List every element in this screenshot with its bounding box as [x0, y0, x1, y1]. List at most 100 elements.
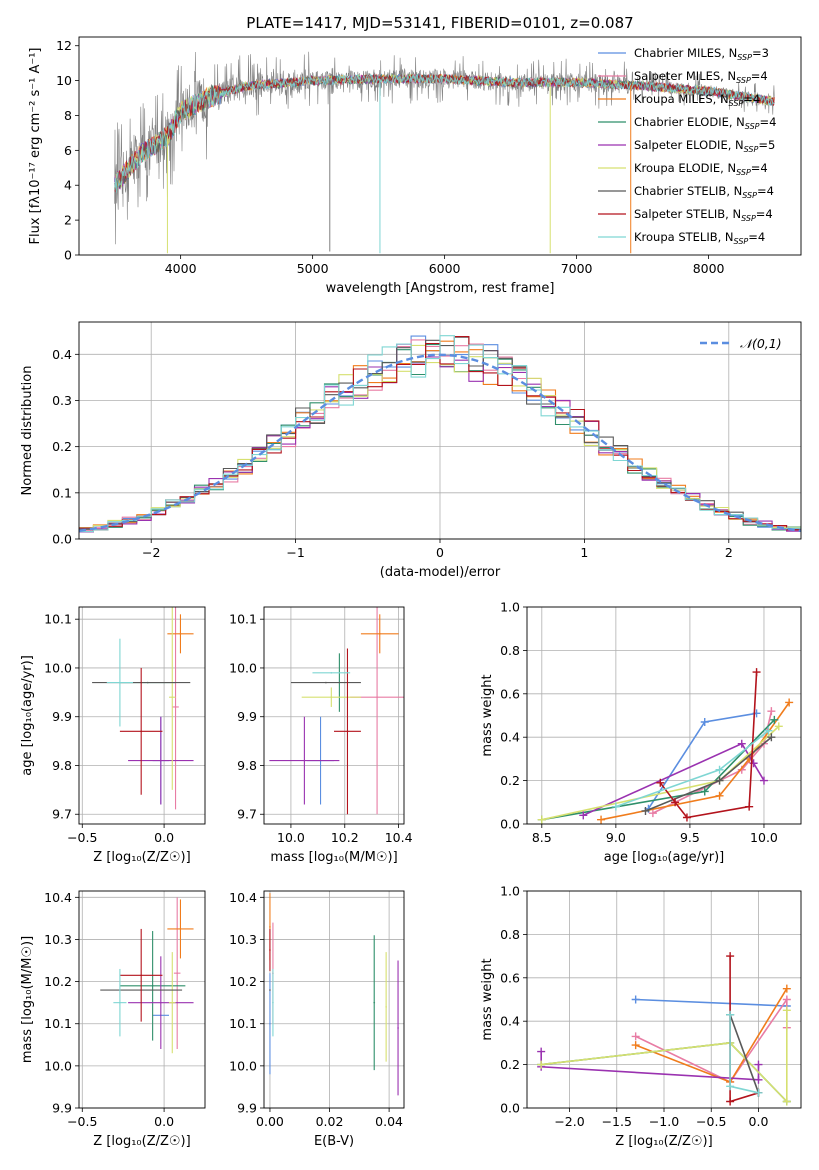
data-point	[269, 989, 271, 991]
y-tick-label: 0.4	[500, 730, 520, 745]
plus-marker	[745, 802, 754, 811]
axes-frame	[526, 890, 802, 1109]
chart-residual_hist: −2 −1 0 1 2 0.0 0.1 0.2 0.3 0.4 (data-model)/error…	[20, 321, 802, 580]
x-tick-label: 9.0	[606, 830, 626, 845]
plus-marker	[597, 815, 606, 824]
plus-marker	[537, 815, 546, 824]
data-point	[179, 928, 182, 930]
plot-area-mass_vs_Z	[100, 897, 194, 1054]
x-tick-label: −2	[142, 545, 160, 560]
plus-marker	[782, 995, 791, 1004]
x-axis-label: Z [log₁₀(Z/Z☉)]	[615, 1134, 712, 1149]
y-tick-label: 10.0	[44, 1058, 72, 1073]
series-line-chabrier-miles	[635, 998, 787, 1007]
plot-area-age_vs_Z	[92, 607, 194, 810]
legend-entry: Kroupa STELIB, NSSP=4	[634, 230, 765, 246]
legend-entry: Chabrier STELIB, NSSP=4	[634, 184, 774, 200]
data-point	[378, 633, 381, 635]
data-point	[272, 1001, 274, 1004]
data-point	[330, 696, 333, 699]
x-axis-label: mass [log₁₀(M/M☉)]	[270, 850, 397, 865]
plus-marker	[648, 809, 657, 818]
x-tick-label: 0.00	[256, 1114, 284, 1129]
x-tick-label: 8000	[693, 261, 725, 276]
y-axis-label: Normed distribution	[20, 366, 35, 496]
plus-marker	[537, 1047, 546, 1056]
axes-frame	[78, 36, 802, 256]
x-tick-label: 9.5	[680, 830, 700, 845]
y-tick-label: 10.2	[44, 974, 72, 989]
plus-marker	[641, 806, 650, 815]
y-tick-label: 0.2	[52, 439, 72, 454]
y-tick-label: 10.1	[229, 612, 257, 627]
plus-marker	[611, 802, 620, 811]
plus-marker	[631, 1032, 640, 1041]
x-tick-label: 1	[580, 545, 588, 560]
x-tick-label: 0	[436, 545, 444, 560]
x-tick-label: 8.5	[532, 830, 552, 845]
y-tick-label: 10.0	[44, 660, 72, 675]
plus-marker	[767, 733, 776, 742]
y-tick-label: 8	[64, 108, 72, 123]
x-tick-label: 10.2	[331, 830, 359, 845]
y-tick-label: 12	[56, 38, 72, 53]
chart-age_vs_mass: 10.0 10.2 10.4 9.7 9.8 9.9 10.0 10.1 mass [log₁₀…	[229, 606, 413, 865]
plus-marker	[631, 1041, 640, 1050]
plus-marker	[782, 984, 791, 993]
axes-frame	[78, 606, 206, 825]
y-axis-label: mass weight	[480, 674, 495, 756]
series-line-chabrier-stelib	[729, 1014, 760, 1094]
x-tick-label: 0.0	[154, 830, 174, 845]
y-tick-label: 10.4	[44, 890, 72, 905]
y-tick-label: 0.8	[500, 927, 520, 942]
x-tick-label: −0.5	[67, 830, 97, 845]
axes-frame	[78, 321, 802, 540]
plus-marker	[715, 791, 724, 800]
plus-marker	[671, 798, 680, 807]
data-point	[269, 1022, 271, 1025]
y-tick-label: 0.8	[500, 643, 520, 658]
y-tick-label: 2	[64, 213, 72, 228]
legend-entry: Salpeter ELODIE, NSSP=5	[634, 138, 775, 154]
x-tick-label: 4000	[165, 261, 197, 276]
x-tick-label: 0.04	[375, 1114, 403, 1129]
axes-frame	[263, 890, 405, 1109]
histogram-salpeter-elodie	[79, 343, 801, 533]
plus-marker	[726, 1082, 735, 1091]
plus-marker	[754, 1075, 763, 1084]
data-point	[160, 759, 162, 762]
data-point	[376, 696, 378, 699]
chart-mass_vs_EBV: 0.00 0.02 0.04 9.9 10.0 10.1 10.2 10.3 10.4 E(B-V…	[229, 890, 405, 1149]
plus-marker	[782, 1097, 791, 1106]
model-spectrum-kroupa-stelib	[114, 73, 775, 193]
data-point	[119, 681, 121, 684]
data-point	[373, 1001, 376, 1004]
axes-frame	[78, 890, 206, 1109]
data-point	[140, 730, 142, 733]
plus-marker	[715, 765, 724, 774]
chart-mass_vs_Z: −0.5 0.0 9.9 10.0 10.1 10.2 10.3 10.4 Z [log₁₀(Z…	[20, 890, 206, 1149]
plus-marker	[700, 718, 709, 727]
plus-marker	[737, 739, 746, 748]
x-tick-label: −0.5	[67, 1114, 97, 1129]
plus-marker	[759, 776, 768, 785]
y-tick-label: 9.9	[237, 709, 257, 724]
y-tick-label: 0.0	[500, 817, 520, 832]
series-line-kroupa-elodie	[541, 1010, 788, 1104]
x-axis-label: Z [log₁₀(Z/Z☉)]	[93, 850, 190, 865]
plot-area-age_vs_mass	[269, 607, 404, 815]
plus-marker	[656, 778, 665, 787]
plus-marker	[537, 1060, 546, 1069]
y-tick-label: 0.2	[500, 773, 520, 788]
y-tick-label: 1.0	[500, 884, 520, 899]
y-axis-label: mass [log₁₀(M/M☉)]	[20, 936, 35, 1063]
y-tick-label: 9.9	[237, 1101, 257, 1116]
y-tick-label: 0.0	[500, 1101, 520, 1116]
y-tick-label: 0.1	[52, 485, 72, 500]
plus-marker	[682, 813, 691, 822]
data-point	[160, 1001, 162, 1004]
data-point	[303, 759, 306, 762]
legend-entry: Chabrier ELODIE, NSSP=4	[634, 115, 776, 131]
y-tick-label: 9.9	[52, 709, 72, 724]
